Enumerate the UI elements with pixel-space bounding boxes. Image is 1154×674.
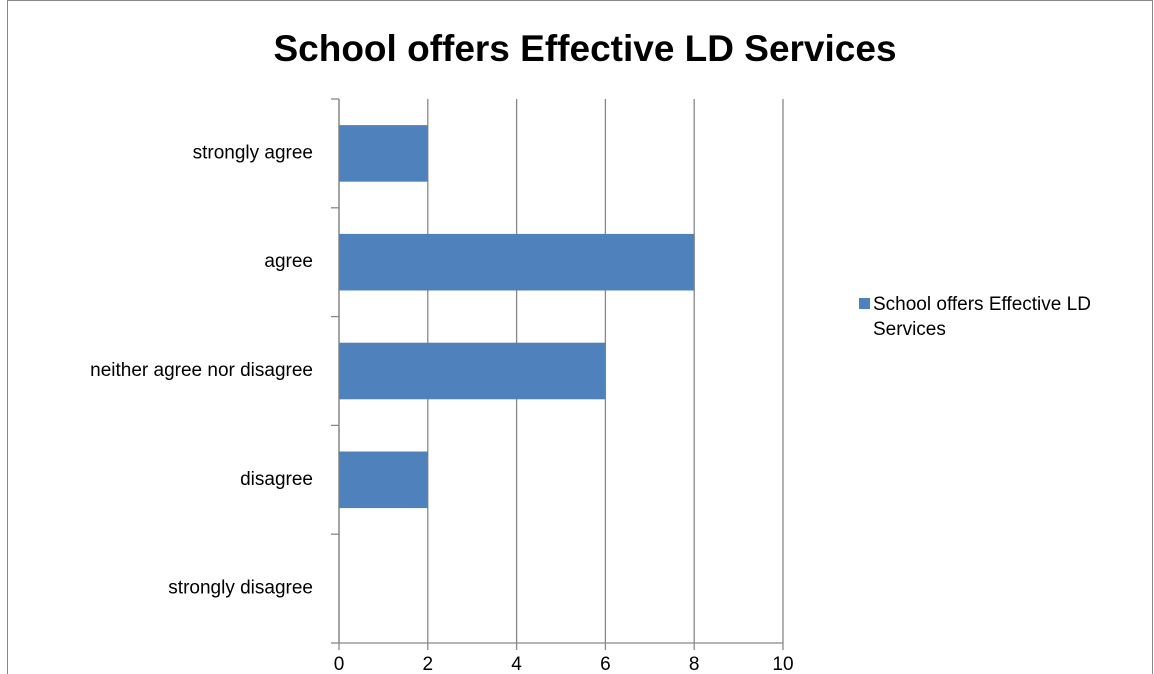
x-tick-label: 0 bbox=[334, 654, 345, 674]
y-tick-label: agree bbox=[264, 251, 313, 272]
x-tick-label: 6 bbox=[600, 654, 611, 674]
chart-border bbox=[7, 0, 1153, 674]
legend: School offers Effective LD Services bbox=[859, 292, 1143, 342]
bar bbox=[339, 342, 606, 400]
x-tick-label: 8 bbox=[689, 654, 700, 674]
x-tick-label: 4 bbox=[511, 654, 522, 674]
y-tick-label: strongly disagree bbox=[168, 578, 313, 599]
bar bbox=[339, 233, 695, 291]
chart-title: School offers Effective LD Services bbox=[273, 28, 896, 69]
y-tick-label: disagree bbox=[240, 469, 313, 490]
legend-swatch bbox=[859, 298, 870, 309]
x-tick-label: 10 bbox=[772, 654, 793, 674]
legend-label: School offers Effective LD Services bbox=[873, 294, 1091, 340]
bar bbox=[339, 451, 428, 509]
bar bbox=[339, 125, 428, 182]
y-tick-label: neither agree nor disagree bbox=[90, 360, 313, 381]
y-tick-label: strongly agree bbox=[193, 142, 313, 163]
x-tick-label: 2 bbox=[423, 654, 434, 674]
